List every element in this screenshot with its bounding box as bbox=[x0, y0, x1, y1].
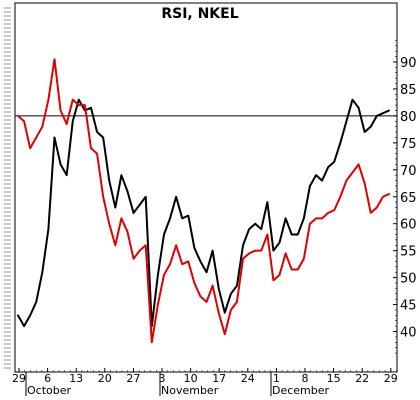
y-tick-label: 40 bbox=[400, 326, 417, 341]
y-tick-label: 45 bbox=[400, 299, 417, 314]
month-label: October bbox=[27, 384, 71, 397]
x-tick-label: 1 bbox=[273, 372, 280, 385]
rsi-line-red bbox=[17, 58, 390, 344]
x-tick-label: 3 bbox=[159, 372, 166, 385]
y-axis-right: 40 45 50 55 60 65 70 75 80 85 90 bbox=[393, 40, 417, 354]
plot-frame bbox=[14, 2, 398, 373]
x-tick-label: 24 bbox=[241, 372, 255, 385]
series-layer bbox=[17, 58, 390, 344]
y-tick-label: 65 bbox=[400, 191, 417, 206]
left-y-axis-labels bbox=[4, 7, 11, 369]
chart-title: RSI, NKEL bbox=[161, 6, 238, 22]
x-tick-label: 27 bbox=[126, 372, 140, 385]
y-tick-label: 80 bbox=[400, 110, 417, 125]
month-label: November bbox=[161, 384, 219, 397]
x-tick-label: 17 bbox=[212, 372, 226, 385]
y-tick-label: 50 bbox=[400, 272, 417, 287]
x-tick-label: 13 bbox=[69, 372, 83, 385]
x-tick-label: 8 bbox=[302, 372, 309, 385]
x-tick-label: 10 bbox=[184, 372, 198, 385]
x-tick-label: 22 bbox=[355, 372, 369, 385]
y-tick-label: 60 bbox=[400, 218, 417, 233]
x-tick-label: 29 bbox=[384, 372, 398, 385]
x-tick-label: 6 bbox=[44, 372, 51, 385]
x-tick-label: 15 bbox=[327, 372, 341, 385]
rsi-line-black bbox=[17, 98, 390, 328]
month-label: December bbox=[272, 384, 330, 397]
x-tick-label: 20 bbox=[98, 372, 112, 385]
y-tick-label: 55 bbox=[400, 245, 417, 260]
y-tick-label: 85 bbox=[400, 83, 417, 98]
y-tick-label: 75 bbox=[400, 137, 417, 152]
x-tick-label: 29 bbox=[12, 372, 26, 385]
y-tick-label: 90 bbox=[400, 56, 417, 71]
y-tick-label: 70 bbox=[400, 164, 417, 179]
